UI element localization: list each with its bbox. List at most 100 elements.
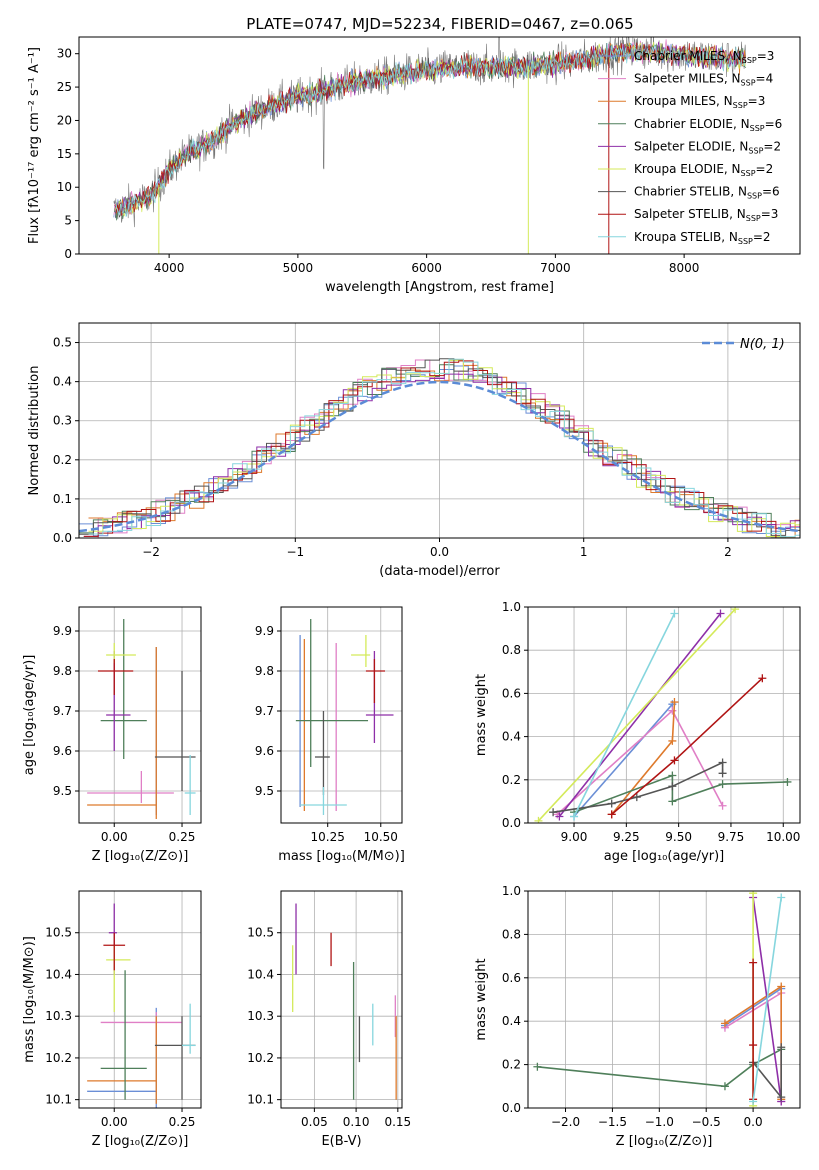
plot-age-mass: 10.25 10.50 9.5 9.6 9.7 9.8 9.9 mass [log₁₀(M/M… [255,606,405,864]
x-axis-label: age [log₁₀(age/yr)] [604,849,725,864]
y-tick-label: 10.1 [247,1093,274,1107]
y-tick-label: 5 [64,214,72,228]
y-tick-label: 9.9 [53,624,72,638]
mass-weight-marker [668,782,677,791]
y-tick-label: 9.7 [255,704,274,718]
mass-weight-marker [668,736,677,745]
legend-entry: Chabrier ELODIE, NSSP=6 [634,117,782,133]
mass-weight-marker [668,797,677,806]
y-tick-label: 9.6 [255,744,274,758]
x-tick-label: 0.00 [101,830,128,844]
mass-weight-marker [549,808,558,817]
x-axis-label: Z [log₁₀(Z/Z⊙)] [616,1134,713,1149]
y-tick-label: 10.2 [247,1051,274,1065]
y-tick-label: 0.4 [53,375,72,389]
y-axis-label: mass [log₁₀(M/M⊙)] [22,936,37,1063]
y-tick-label: 10.5 [45,926,72,940]
histogram-step-line [88,358,800,538]
y-axis-label: Flux [fλ10⁻¹⁷ erg cm⁻² s⁻¹ A⁻¹] [27,47,42,244]
y-tick-label: 9.8 [255,664,274,678]
mass-weight-marker [777,893,786,902]
x-axis-label: E(B-V) [321,1134,361,1149]
x-tick-label: 0.25 [169,830,196,844]
x-tick-label: 9.50 [665,830,692,844]
data-layer [534,607,792,823]
x-tick-label: 0.10 [343,1115,370,1129]
x-tick-label: 2 [724,545,732,559]
histogram-step-line [83,373,800,537]
y-tick-label: 0.8 [502,927,521,941]
y-axis-label: mass weight [474,674,489,756]
mass-weight-marker [777,1093,786,1102]
mass-weight-marker [607,799,616,808]
mass-weight-marker [718,758,727,767]
y-tick-label: 10.3 [45,1009,72,1023]
y-tick-label: 10.2 [45,1051,72,1065]
x-tick-label: 1 [580,545,588,559]
legend-entry: Kroupa MILES, NSSP=3 [634,94,765,110]
x-tick-label: −1 [286,545,304,559]
figure-title: PLATE=0747, MJD=52234, FIBERID=0467, z=0… [246,15,633,33]
y-tick-label: 0.8 [502,643,521,657]
histogram-step-line [83,360,800,538]
x-tick-label: 0.25 [169,1115,196,1129]
mass-weight-marker [670,756,679,765]
data-layer [87,619,196,819]
mass-weight-marker [777,1043,786,1052]
y-tick-label: 0.1 [53,492,72,506]
y-tick-label: 9.5 [255,784,274,798]
x-axis-label: mass [log₁₀(M/M⊙)] [278,849,405,864]
y-tick-label: 10 [57,180,72,194]
x-tick-label: −0.5 [692,1115,721,1129]
mass-weight-marker [632,793,641,802]
y-tick-label: 10.4 [247,967,274,981]
model-spectrum-line [115,42,747,216]
x-tick-label: −1.5 [598,1115,627,1129]
y-tick-label: 0.2 [502,1058,521,1072]
mass-weight-line [611,701,676,815]
histogram-step-line [79,364,800,538]
mass-weight-line [537,608,736,822]
gaussian-curve [79,380,800,533]
histogram-step-line [88,359,800,537]
y-tick-label: 20 [57,113,72,127]
axes-frame [78,606,202,824]
y-tick-label: 0.4 [502,730,521,744]
mass-weight-marker [749,958,758,967]
y-tick-label: 10.4 [45,967,72,981]
plot-age-z: 0.00 0.25 9.5 9.6 9.7 9.8 9.9 Z [log₁₀(Z/Z⊙)] ag… [22,606,202,864]
plot-spectrum: 4000 5000 6000 7000 8000 0 5 10 15 20 25 30 waveleng… [27,36,801,295]
mass-weight-line [537,1048,782,1088]
mass-weight-marker [783,777,792,786]
mass-weight-marker [718,780,727,789]
y-tick-label: 0.6 [502,686,521,700]
legend-entry: Salpeter ELODIE, NSSP=2 [634,139,781,155]
mass-weight-marker [670,698,679,707]
model-spectrum-line [115,42,746,217]
y-axis-label: Normed distribution [27,366,42,496]
y-axis-label: mass weight [474,958,489,1040]
plot-residuals: −2 −1 0.0 1 2 0.0 0.1 0.2 0.3 0.4 0.5 (data-model)/… [27,322,801,579]
plot-weight-age: 9.00 9.25 9.50 9.75 10.00 0.0 0.2 0.4 0.6 0.8 1.0 a… [474,600,801,864]
mass-weight-line [573,703,674,818]
legend-entry: Chabrier MILES, NSSP=3 [634,49,774,65]
y-axis-label: age [log₁₀(age/yr)] [22,655,37,776]
axes-frame [280,890,403,1109]
spectrum-legend: Chabrier MILES, NSSP=3 Salpeter MILES, NS… [598,49,782,246]
mass-weight-marker [749,891,758,898]
mass-weight-marker [720,1019,729,1028]
y-tick-label: 10.1 [45,1093,72,1107]
x-axis-label: (data-model)/error [379,564,500,579]
plot-mass-z: 0.00 0.25 10.1 10.2 10.3 10.4 10.5 Z [log₁₀(Z/Z… [22,890,202,1149]
mass-weight-marker [716,609,725,618]
y-tick-label: 0.6 [502,971,521,985]
data-layer [79,358,800,538]
x-tick-label: 4000 [154,261,185,275]
y-tick-label: 1.0 [502,884,521,898]
x-tick-label: 10.50 [364,830,398,844]
plot-mass-ebv: 0.05 0.10 0.15 10.1 10.2 10.3 10.4 10.5 E(B-V) [247,890,411,1149]
x-tick-label: 9.75 [718,830,745,844]
x-tick-label: 9.00 [561,830,588,844]
x-tick-label: 10.25 [311,830,345,844]
y-tick-label: 0.4 [502,1014,521,1028]
